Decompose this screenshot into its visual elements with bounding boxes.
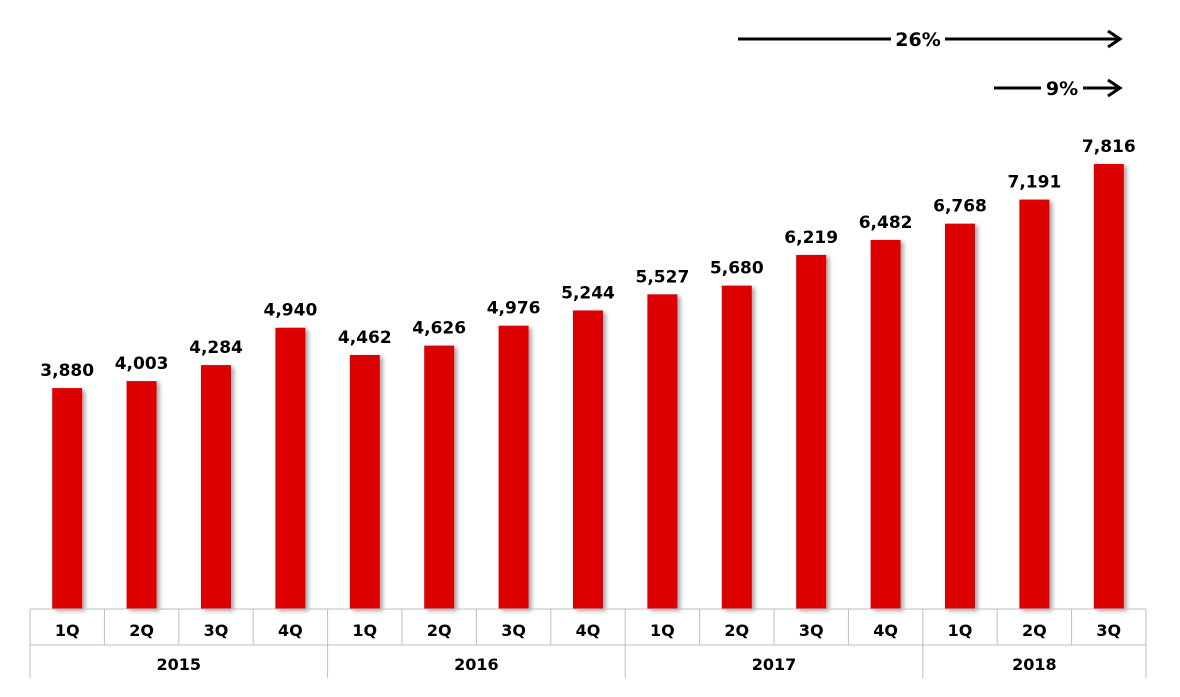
bar-4	[349, 354, 380, 609]
bar-13	[1019, 199, 1050, 610]
value-label-1: 4,003	[115, 354, 169, 374]
tick-label-5: 2Q	[427, 621, 452, 640]
growth-arrow-1: 9%	[994, 78, 1123, 100]
value-label-10: 6,219	[784, 228, 838, 248]
value-label-2: 4,284	[189, 338, 243, 358]
arrow-head-icon	[1107, 29, 1123, 49]
value-labels-group: 3,880 4,003 4,284 4,940 4,462 4,626 4,976 5,244…	[40, 137, 1135, 381]
bar-2	[201, 365, 231, 609]
value-label-8: 5,527	[636, 267, 690, 287]
year-label-2016: 2016	[454, 655, 499, 674]
growth-label-0: 26%	[895, 29, 940, 51]
tick-label-7: 4Q	[576, 621, 601, 640]
value-label-6: 4,976	[487, 299, 541, 319]
tick-label-8: 1Q	[650, 621, 675, 640]
bar-8	[647, 294, 678, 609]
tick-label-11: 4Q	[873, 621, 898, 640]
bar-11	[870, 239, 901, 609]
bar-10	[796, 254, 827, 610]
tick-label-1: 2Q	[129, 621, 154, 640]
value-label-12: 6,768	[933, 197, 987, 217]
tick-label-3: 4Q	[278, 621, 303, 640]
year-label-2018: 2018	[1012, 655, 1057, 674]
value-label-14: 7,816	[1082, 137, 1136, 157]
tick-label-2: 3Q	[204, 621, 229, 640]
arrow-head-icon	[1107, 78, 1123, 98]
value-label-4: 4,462	[338, 328, 392, 348]
growth-label-1: 9%	[1046, 78, 1078, 100]
value-label-11: 6,482	[859, 213, 913, 233]
growth-arrow-0: 26%	[738, 29, 1123, 51]
tick-label-0: 1Q	[55, 621, 80, 640]
year-label-2017: 2017	[752, 655, 797, 674]
tick-label-10: 3Q	[799, 621, 824, 640]
tick-label-14: 3Q	[1096, 621, 1121, 640]
bar-6	[498, 325, 529, 609]
bar-0	[52, 388, 83, 609]
bar-12	[945, 223, 975, 609]
value-label-0: 3,880	[40, 361, 94, 381]
tick-label-13: 2Q	[1022, 621, 1047, 640]
bar-1	[126, 381, 157, 609]
annotations-group: 26% 9%	[738, 29, 1123, 100]
bar-5	[424, 345, 455, 609]
value-label-7: 5,244	[561, 283, 615, 303]
bar-9	[721, 285, 752, 609]
value-label-9: 5,680	[710, 259, 764, 279]
tick-label-6: 3Q	[501, 621, 526, 640]
value-label-3: 4,940	[264, 301, 318, 321]
tick-label-4: 1Q	[352, 621, 377, 640]
bar-7	[573, 310, 603, 609]
bar-3	[275, 327, 306, 609]
tick-label-9: 2Q	[724, 621, 749, 640]
value-label-5: 4,626	[412, 319, 466, 339]
year-label-2015: 2015	[157, 655, 202, 674]
bars-group	[52, 164, 1124, 610]
value-label-13: 7,191	[1008, 173, 1062, 193]
bar-14	[1093, 164, 1124, 609]
tick-label-12: 1Q	[948, 621, 973, 640]
